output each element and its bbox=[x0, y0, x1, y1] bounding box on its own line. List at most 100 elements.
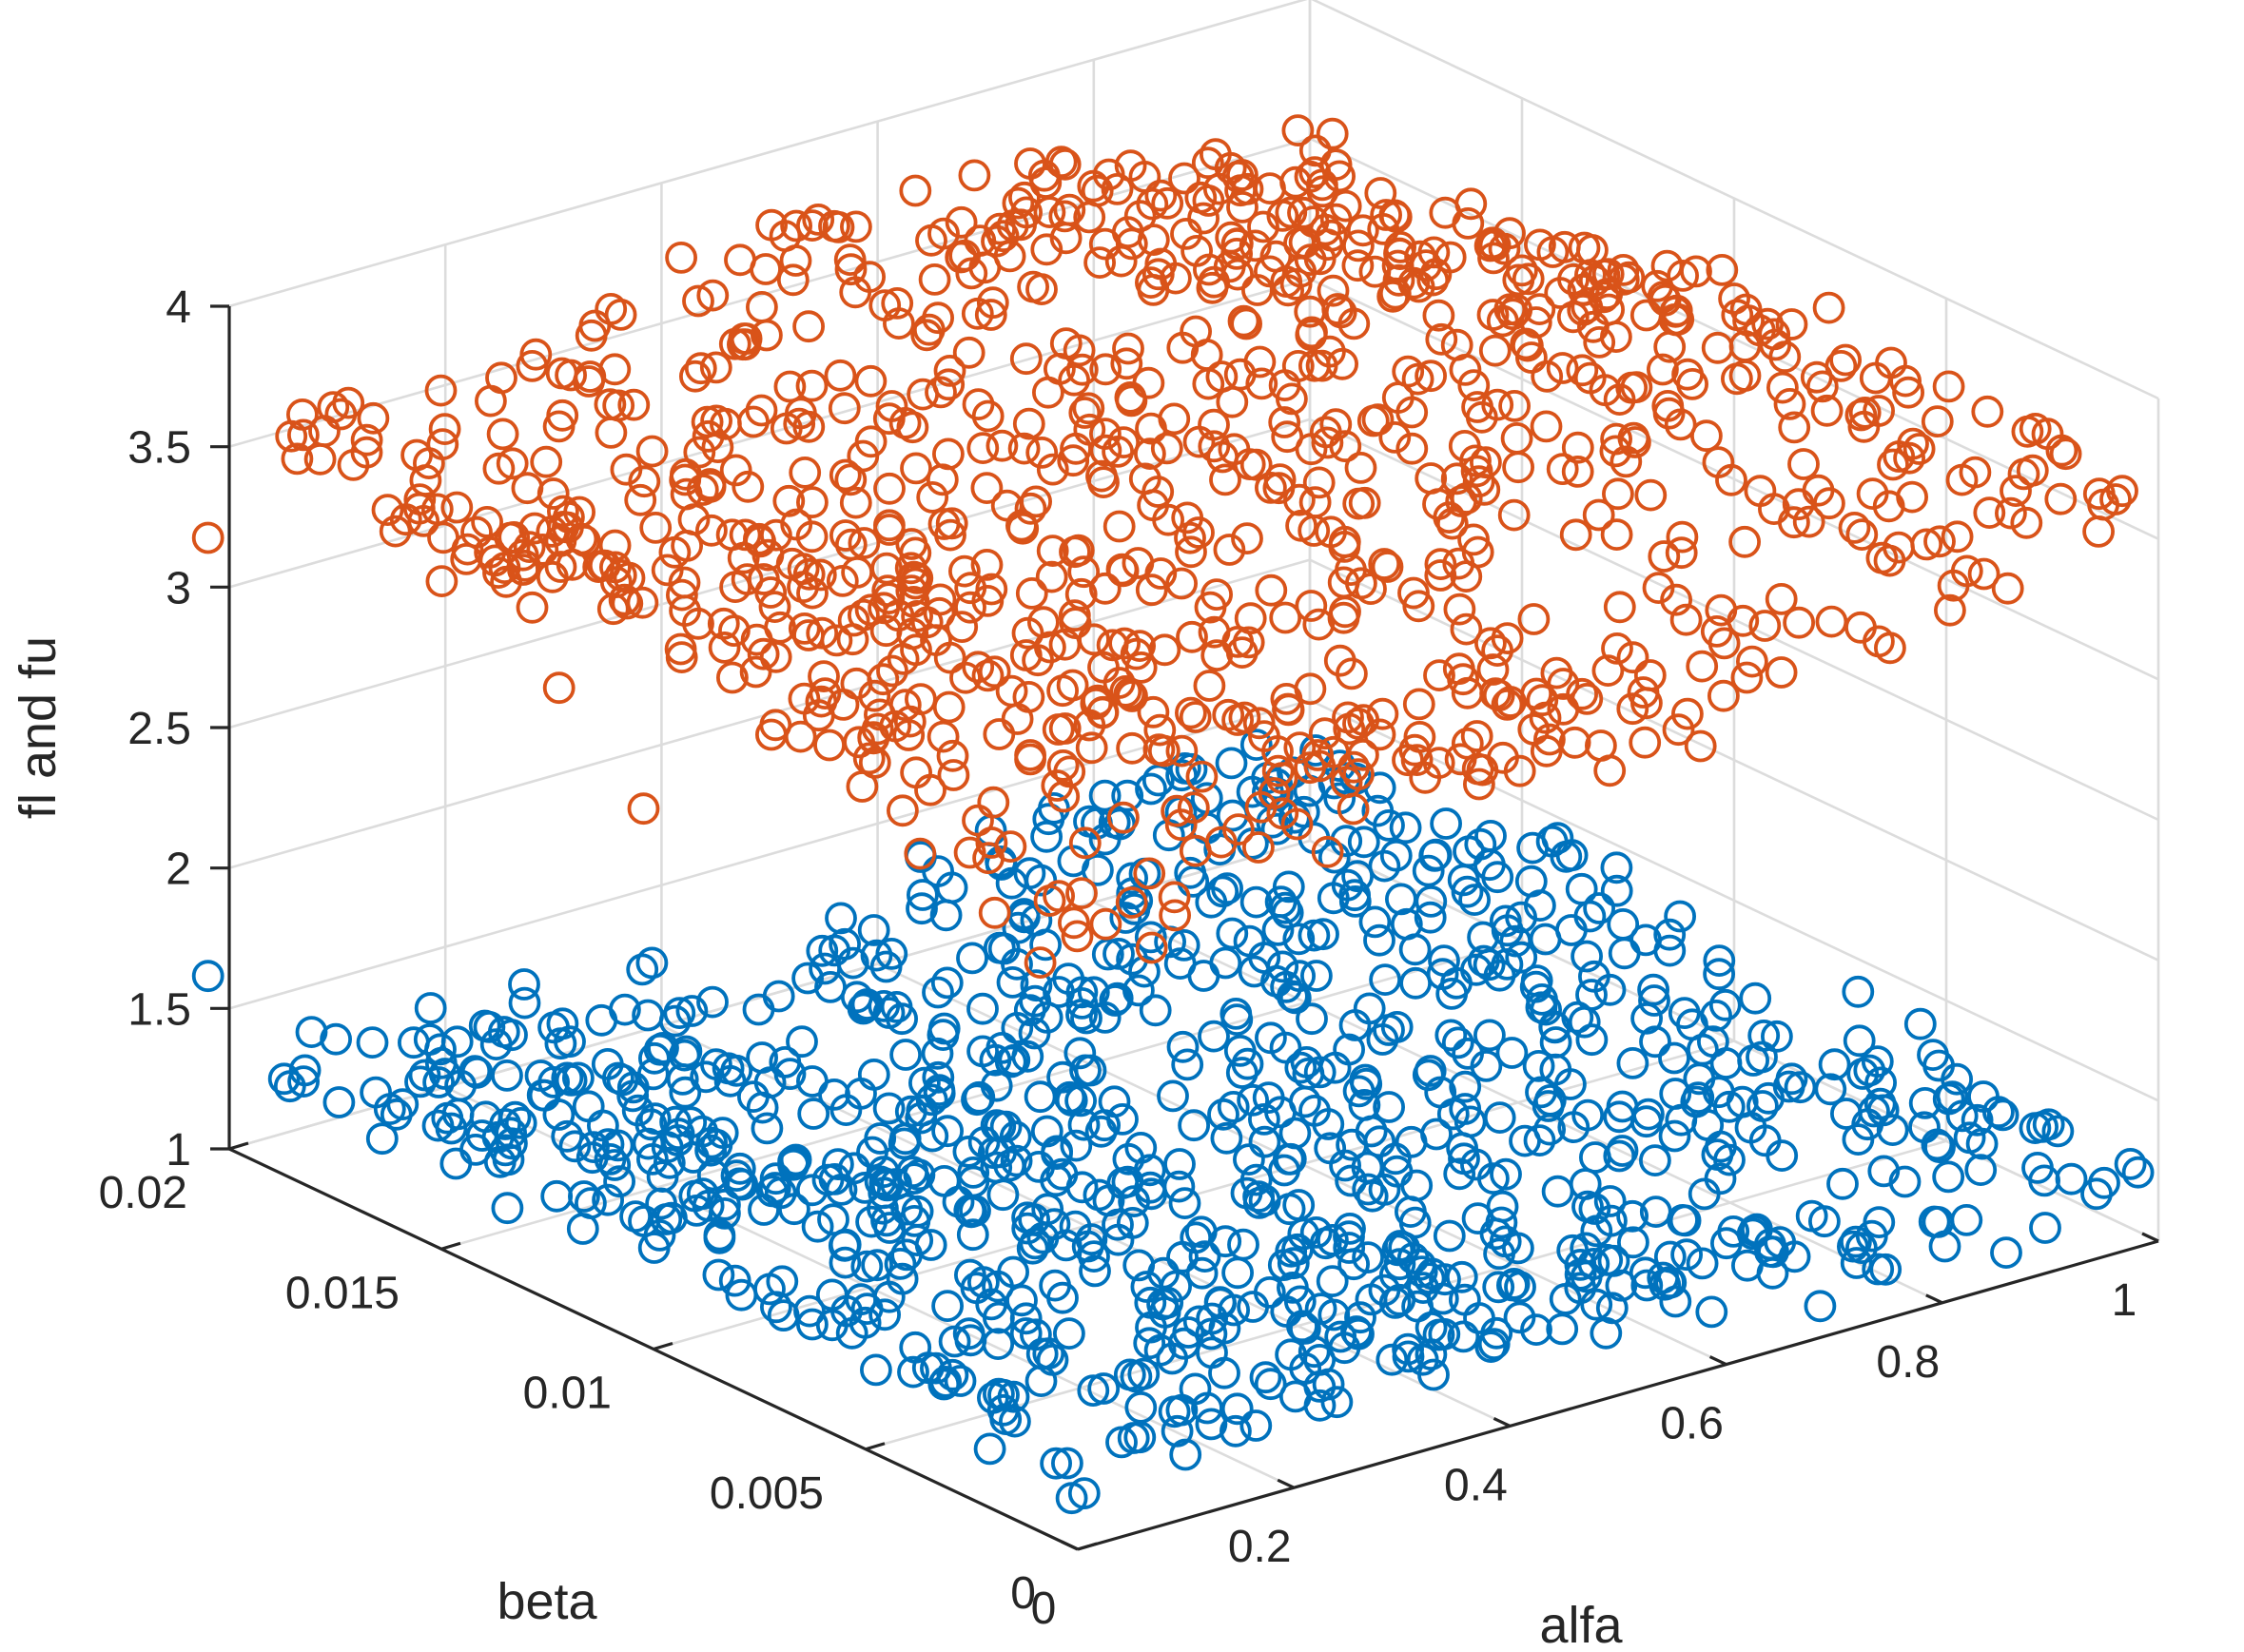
fl-point bbox=[696, 985, 729, 1019]
fu-point bbox=[1603, 383, 1636, 417]
fl-point bbox=[748, 1194, 780, 1226]
fu-point bbox=[892, 719, 926, 751]
fl-point bbox=[921, 1037, 954, 1070]
fu-point bbox=[1035, 560, 1068, 593]
fl-point bbox=[762, 980, 795, 1013]
fl-point bbox=[1239, 1409, 1273, 1442]
fu-point bbox=[695, 514, 728, 547]
fl-point bbox=[1639, 1195, 1672, 1228]
fu-point bbox=[984, 212, 1016, 245]
fl-point bbox=[1270, 1295, 1303, 1328]
fl-point bbox=[1166, 1030, 1200, 1063]
fl-point bbox=[1220, 1414, 1252, 1448]
fl-point bbox=[1426, 958, 1459, 991]
fl-point bbox=[1385, 883, 1417, 916]
data-points bbox=[191, 114, 2155, 1515]
fl-point bbox=[930, 966, 964, 1000]
fl-point bbox=[632, 999, 664, 1032]
fu-point bbox=[402, 492, 436, 525]
fu-point bbox=[1284, 255, 1317, 288]
fu-point bbox=[1123, 200, 1157, 233]
y-tick-label: 0.01 bbox=[523, 1369, 612, 1419]
fl-point bbox=[1352, 1241, 1384, 1273]
fl-point bbox=[1516, 831, 1549, 865]
fl-point bbox=[1389, 811, 1422, 845]
fl-point bbox=[1379, 839, 1413, 872]
fl-point bbox=[1317, 841, 1351, 874]
fu-point bbox=[1423, 659, 1455, 691]
fu-point bbox=[1378, 420, 1412, 454]
fl-point bbox=[907, 879, 939, 911]
fl-point bbox=[554, 1025, 586, 1059]
fu-point bbox=[1073, 709, 1106, 742]
fu-point bbox=[1134, 437, 1166, 471]
fl-point bbox=[1953, 1121, 1986, 1155]
fl-point bbox=[1191, 1391, 1223, 1425]
fl-point bbox=[931, 1115, 964, 1148]
fl-point bbox=[1254, 1368, 1287, 1401]
fl-point bbox=[1018, 1017, 1051, 1050]
fl-point bbox=[753, 1273, 786, 1306]
fl-point bbox=[1065, 999, 1098, 1031]
fl-point bbox=[1746, 1040, 1778, 1074]
fu-point bbox=[1324, 296, 1357, 329]
fl-point bbox=[1221, 1256, 1254, 1290]
fu-point bbox=[1115, 384, 1148, 418]
fl-point bbox=[1461, 1202, 1494, 1234]
fl-point bbox=[1347, 826, 1380, 859]
fl-point bbox=[1203, 1286, 1237, 1318]
fl-point bbox=[1355, 1283, 1388, 1316]
fu-point bbox=[927, 508, 961, 540]
fu-point bbox=[1176, 620, 1208, 653]
fl-point bbox=[751, 1112, 784, 1145]
fl-point bbox=[1330, 825, 1363, 858]
fl-point bbox=[849, 1172, 882, 1204]
fl-point bbox=[1637, 973, 1669, 1006]
fu-point bbox=[719, 571, 751, 603]
fl-point bbox=[1556, 1234, 1590, 1267]
fu-point bbox=[1234, 602, 1267, 635]
fl-point bbox=[1020, 969, 1053, 1002]
fl-point bbox=[1195, 1317, 1228, 1351]
fl-point bbox=[753, 1066, 787, 1098]
fl-point bbox=[1000, 1144, 1033, 1177]
fl-point bbox=[1990, 1236, 2022, 1269]
fu-point bbox=[357, 401, 390, 435]
fu-point bbox=[1295, 433, 1328, 466]
fu-point bbox=[896, 411, 929, 444]
fu-point bbox=[954, 572, 987, 605]
fu-point bbox=[1147, 734, 1181, 768]
x-axis-label: alfa bbox=[1539, 1597, 1623, 1652]
fl-point bbox=[421, 1109, 455, 1142]
fl-point bbox=[1654, 1266, 1688, 1299]
fu-point bbox=[1510, 327, 1543, 360]
fl-point bbox=[2029, 1212, 2061, 1244]
fl-point bbox=[1005, 1284, 1038, 1317]
fu-point bbox=[747, 637, 780, 671]
fl-point bbox=[861, 1249, 893, 1282]
fu-point bbox=[542, 671, 576, 705]
fu-point bbox=[1321, 293, 1355, 325]
fl-point bbox=[1023, 1151, 1055, 1183]
fu-point bbox=[553, 501, 585, 534]
fl-point bbox=[914, 1229, 947, 1261]
fl-point bbox=[1713, 1143, 1746, 1176]
fu-point bbox=[1503, 754, 1536, 787]
fu-point bbox=[1261, 754, 1295, 787]
fu-point bbox=[1158, 881, 1191, 914]
fu-point bbox=[1451, 727, 1484, 760]
fu-point bbox=[1765, 656, 1798, 689]
fu-point bbox=[1364, 177, 1397, 209]
fu-point bbox=[1107, 801, 1140, 834]
fu-point bbox=[1179, 834, 1212, 867]
fu-point bbox=[1165, 734, 1199, 768]
axes bbox=[210, 304, 2159, 1551]
fu-point bbox=[1239, 448, 1273, 481]
fl-point bbox=[1668, 997, 1701, 1029]
fu-point bbox=[1517, 713, 1551, 746]
fu-point bbox=[1089, 353, 1122, 386]
fu-point bbox=[750, 253, 782, 285]
fu-point bbox=[1602, 477, 1634, 511]
fu-point bbox=[617, 388, 651, 421]
fl-point bbox=[936, 1358, 969, 1391]
